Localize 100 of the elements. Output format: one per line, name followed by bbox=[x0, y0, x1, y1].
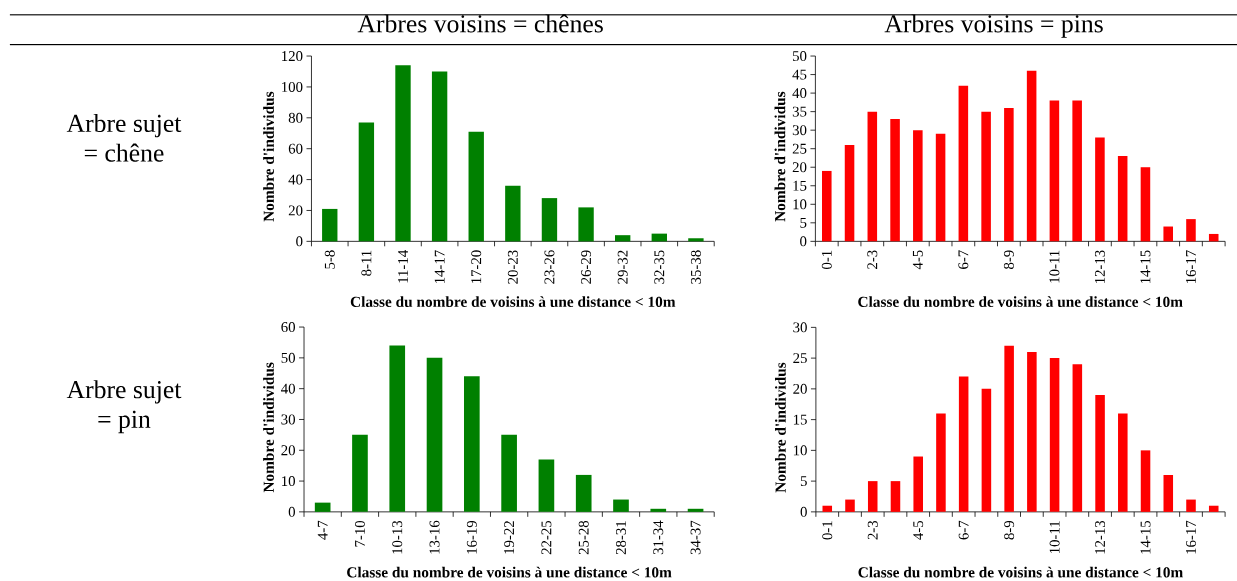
x-tick-label: 32-35 bbox=[654, 250, 665, 284]
bar bbox=[650, 508, 667, 512]
text: Arbre sujet = chêne bbox=[66, 113, 182, 162]
bar bbox=[314, 502, 331, 512]
x-tick-label: 12-13 bbox=[1094, 250, 1105, 283]
bar bbox=[1026, 70, 1037, 242]
x-tick-label: 4-5 bbox=[912, 250, 923, 270]
bar bbox=[426, 357, 443, 512]
y-tick-label: 60 bbox=[288, 143, 303, 154]
y-tick-label: 0 bbox=[296, 236, 303, 247]
x-tick-label: 14-17 bbox=[434, 250, 445, 283]
y-tick-label: 35 bbox=[792, 106, 807, 117]
y-tick-label: 50 bbox=[792, 50, 807, 61]
y-tick-label: 100 bbox=[282, 81, 303, 92]
y-tick-label: 40 bbox=[288, 174, 303, 185]
bar bbox=[1140, 450, 1151, 512]
bar bbox=[1004, 107, 1014, 242]
x-tick-label: 16-17 bbox=[1186, 520, 1196, 554]
bar bbox=[981, 388, 992, 512]
x-tick-label: 10-13 bbox=[392, 520, 403, 554]
x-tick-label: 28-31 bbox=[615, 521, 626, 555]
bar bbox=[1095, 137, 1105, 242]
bar bbox=[1186, 218, 1196, 242]
y-tick-label: 30 bbox=[793, 322, 807, 333]
bar bbox=[935, 133, 946, 242]
y-tick-label: 25 bbox=[792, 143, 807, 154]
x-tick-label: 14-15 bbox=[1140, 520, 1151, 554]
y-tick-label: 30 bbox=[281, 414, 295, 425]
bar bbox=[389, 345, 406, 512]
bar bbox=[578, 207, 594, 242]
y-tick-label: 0 bbox=[800, 236, 807, 247]
bar bbox=[614, 235, 631, 242]
x-tick-label: 8-9 bbox=[1004, 520, 1015, 540]
bar bbox=[867, 480, 878, 512]
x-tick-label: 2-3 bbox=[867, 520, 878, 540]
bar bbox=[322, 208, 338, 242]
y-tick-label: 20 bbox=[793, 383, 807, 394]
x-tick-label: 34-37 bbox=[690, 520, 701, 555]
y-tick-label: 120 bbox=[282, 50, 303, 61]
bar bbox=[1095, 394, 1105, 512]
x-tick-label: 5-8 bbox=[324, 250, 335, 269]
x-tick-label: 20-23 bbox=[507, 250, 518, 284]
x-tick-label: 17-20 bbox=[471, 250, 482, 283]
x-axis-title: Classe du nombre de voisins à une distance < 10m bbox=[347, 566, 672, 578]
y-axis-title: Nombre d'individus bbox=[774, 91, 786, 222]
bar bbox=[541, 197, 558, 242]
bar bbox=[613, 499, 629, 512]
x-tick-label: 31-34 bbox=[653, 520, 664, 555]
bar bbox=[1027, 351, 1037, 512]
x-tick-label: 8-11 bbox=[361, 250, 372, 276]
chart-title: Arbres voisins = chênes bbox=[357, 14, 603, 33]
y-tick-label: 40 bbox=[792, 87, 807, 98]
x-tick-label: 2-3 bbox=[867, 250, 878, 269]
x-tick-label: 22-25 bbox=[541, 520, 552, 555]
y-tick-label: 60 bbox=[281, 321, 295, 332]
x-tick-label: 25-28 bbox=[578, 520, 589, 555]
bar bbox=[1163, 226, 1173, 242]
bar bbox=[1208, 505, 1219, 512]
y-tick-label: 20 bbox=[792, 162, 807, 173]
y-tick-label: 10 bbox=[793, 199, 807, 210]
x-tick-label: 16-19 bbox=[466, 520, 477, 554]
y-axis-title: Nombre d'individus bbox=[775, 362, 786, 493]
x-tick-label: 12-13 bbox=[1095, 520, 1106, 554]
y-tick-label: 20 bbox=[288, 205, 303, 216]
bar bbox=[1186, 499, 1196, 512]
bar bbox=[867, 111, 878, 242]
x-axis-title: Classe du nombre de voisins à une distance < 10m bbox=[858, 566, 1183, 578]
bar bbox=[395, 65, 411, 242]
y-tick-label: 20 bbox=[281, 445, 295, 456]
chart-title: Arbres voisins = pins bbox=[884, 14, 1103, 38]
y-tick-label: 45 bbox=[792, 69, 807, 80]
bar bbox=[538, 459, 555, 512]
x-tick-label: 29-32 bbox=[617, 250, 628, 284]
y-tick-label: 25 bbox=[793, 352, 807, 363]
y-tick-label: 80 bbox=[288, 112, 303, 123]
bar bbox=[468, 131, 484, 242]
bar bbox=[1049, 357, 1060, 512]
bar bbox=[822, 505, 833, 512]
bar bbox=[1118, 413, 1128, 512]
bar bbox=[1117, 155, 1128, 242]
y-tick-label: 15 bbox=[793, 180, 807, 191]
x-tick-label: 10-11 bbox=[1049, 250, 1060, 283]
y-tick-label: 40 bbox=[281, 383, 295, 394]
bar bbox=[1072, 100, 1082, 242]
y-tick-label: 30 bbox=[792, 125, 807, 136]
y-tick-label: 5 bbox=[800, 217, 807, 228]
bar bbox=[688, 238, 704, 242]
x-tick-label: 0-1 bbox=[821, 250, 832, 269]
y-tick-label: 50 bbox=[281, 352, 295, 363]
x-tick-label: 7-10 bbox=[354, 520, 365, 547]
bar bbox=[1049, 100, 1060, 242]
bar bbox=[844, 144, 855, 242]
y-axis-title: Nombre d'individus bbox=[263, 91, 274, 222]
y-tick-label: 0 bbox=[288, 506, 295, 517]
y-tick-label: 5 bbox=[800, 476, 807, 486]
x-tick-label: 26-29 bbox=[581, 250, 592, 284]
bar bbox=[1163, 474, 1174, 512]
x-axis-title: Classe du nombre de voisins à une distance < 10m bbox=[858, 296, 1183, 307]
x-tick-label: 6-7 bbox=[958, 520, 969, 540]
x-tick-label: 10-11 bbox=[1049, 521, 1060, 553]
